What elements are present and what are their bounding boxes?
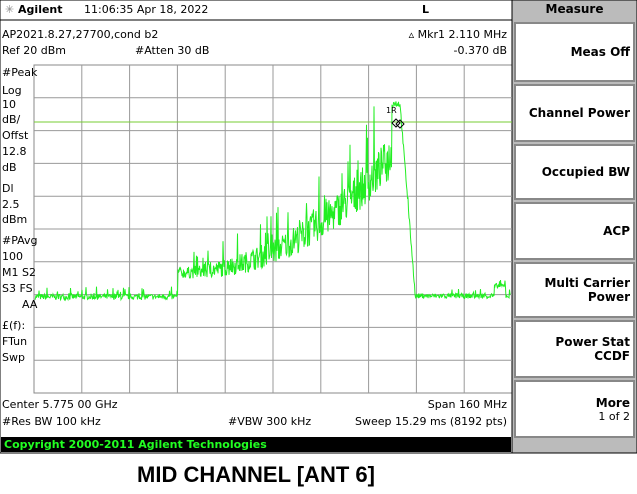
- side-label: 100: [2, 250, 23, 263]
- side-label: Offst: [2, 129, 29, 142]
- softkey[interactable]: More 1 of 2: [514, 380, 635, 438]
- softkey-label: CCDF: [594, 349, 630, 363]
- copyright-bar: [1, 437, 511, 452]
- side-label: £(f):: [2, 319, 26, 332]
- side-label: M1 S2: [2, 266, 36, 279]
- softkey-label: Power Stat: [555, 335, 630, 349]
- softkey[interactable]: Meas Off: [514, 22, 635, 82]
- softkey[interactable]: Power Stat CCDF: [514, 320, 635, 378]
- side-label: FTun: [2, 335, 28, 348]
- side-label: Swp: [2, 351, 25, 364]
- softkey-label: Meas Off: [570, 45, 630, 59]
- side-label: 2.5: [2, 198, 20, 211]
- span: Span 160 MHz: [427, 398, 507, 411]
- softkey[interactable]: Channel Power: [514, 84, 635, 142]
- marker-tag: 1R: [386, 106, 397, 115]
- side-label: dBm: [2, 213, 28, 226]
- softkey-label: More: [595, 395, 630, 410]
- side-label: S3 FS: [2, 282, 33, 295]
- marker-value: -0.370 dB: [453, 44, 508, 57]
- softkey-label: 1 of 2: [598, 409, 630, 423]
- softkey-title: Measure: [545, 2, 604, 16]
- res-bw: #Res BW 100 kHz: [2, 415, 101, 428]
- datetime: 11:06:35 Apr 18, 2022: [84, 3, 209, 16]
- trace: [34, 101, 511, 302]
- softkey-label: Channel Power: [528, 106, 630, 120]
- softkey-label: Multi Carrier: [544, 276, 630, 290]
- softkey-label: Occupied BW: [541, 165, 630, 179]
- side-label: 10: [2, 98, 16, 111]
- vbw: #VBW 300 kHz: [228, 415, 312, 428]
- mode: L: [422, 3, 430, 16]
- ref: Ref 20 dBm: [2, 44, 67, 57]
- softkey[interactable]: ACP: [514, 202, 635, 260]
- softkey-label: Power: [587, 290, 630, 304]
- softkey[interactable]: Multi Carrier Power: [514, 262, 635, 318]
- brand: ✳ Agilent: [5, 3, 63, 16]
- caption: MID CHANNEL [ANT 6]: [137, 462, 375, 487]
- marker-label: ▵ Mkr1 2.110 MHz: [408, 28, 507, 41]
- sweep: Sweep 15.29 ms (8192 pts): [354, 415, 507, 428]
- side-label: AA: [22, 298, 38, 311]
- copyright: Copyright 2000-2011 Agilent Technologies: [4, 438, 267, 451]
- file: AP2021.8.27,27700,cond b2: [2, 28, 159, 41]
- softkey[interactable]: Occupied BW: [514, 144, 635, 200]
- side-label: #PAvg: [2, 234, 38, 247]
- side-label: dB: [2, 161, 17, 174]
- center: Center 5.775 00 GHz: [2, 398, 118, 411]
- atten: #Atten 30 dB: [135, 44, 210, 57]
- marker-symbol: [395, 119, 405, 129]
- side-label: Dl: [2, 182, 14, 195]
- softkey-label: ACP: [603, 224, 630, 238]
- side-label: #Peak: [2, 66, 38, 79]
- side-label: Log: [2, 84, 22, 97]
- side-label: 12.8: [2, 145, 27, 158]
- side-label: dB/: [2, 113, 21, 126]
